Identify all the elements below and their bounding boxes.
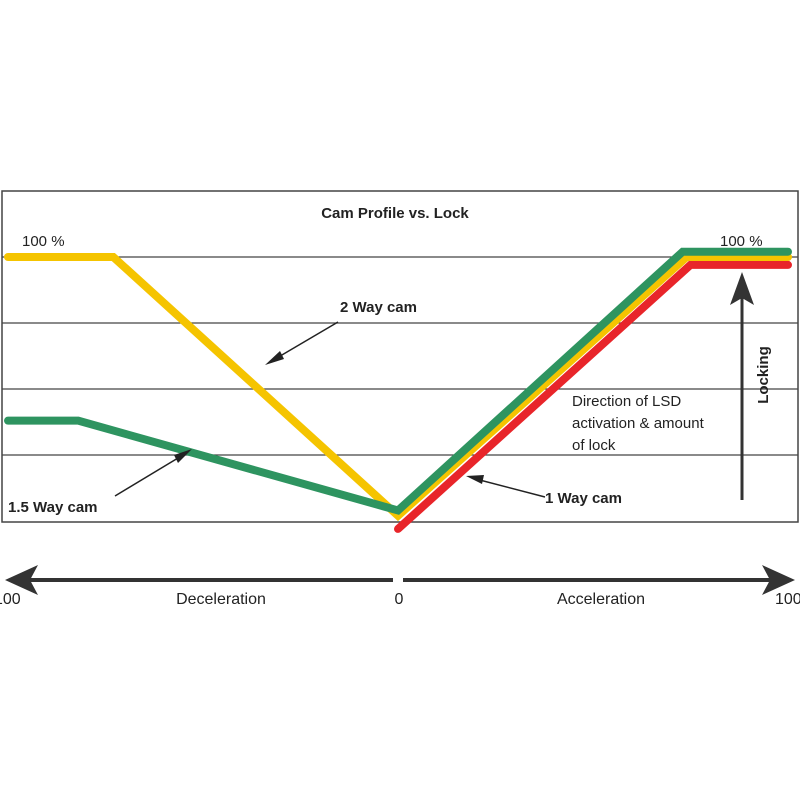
direction-note-line-2: activation & amount <box>572 415 705 432</box>
one-five-way-cam-pointer <box>114 451 189 497</box>
series-line-1-way-cam <box>394 260 792 533</box>
deceleration-label: Deceleration <box>176 591 266 608</box>
left-arrow-icon <box>5 565 38 595</box>
locking-arrow-up-icon <box>730 272 754 305</box>
locking-label: Locking <box>755 346 772 404</box>
grid <box>2 256 798 456</box>
top-right-100-label: 100 % <box>720 233 763 250</box>
chart-title: Cam Profile vs. Lock <box>321 205 469 222</box>
one-way-arrowhead-icon <box>466 475 484 484</box>
series-line-1-5-way-cam <box>4 247 792 515</box>
axis-left-100: 100 <box>0 591 21 608</box>
one-five-way-cam-label: 1.5 Way cam <box>8 499 98 516</box>
one-five-way-arrowhead-icon <box>174 449 192 463</box>
acceleration-label: Acceleration <box>557 591 645 608</box>
series-lines <box>4 247 792 533</box>
two-way-cam-label: 2 Way cam <box>340 299 417 316</box>
axis-zero: 0 <box>395 591 404 608</box>
top-left-100-label: 100 % <box>22 233 65 250</box>
one-way-cam-label: 1 Way cam <box>545 490 622 507</box>
series-line-2-way-cam <box>4 253 792 522</box>
direction-note-line-1: Direction of LSD <box>572 393 681 410</box>
two-way-arrowhead-icon <box>265 351 284 365</box>
axis-right-100: 100 <box>775 591 800 608</box>
direction-note-line-3: of lock <box>572 437 616 454</box>
one-way-cam-pointer <box>471 477 546 498</box>
right-arrow-icon <box>762 565 795 595</box>
